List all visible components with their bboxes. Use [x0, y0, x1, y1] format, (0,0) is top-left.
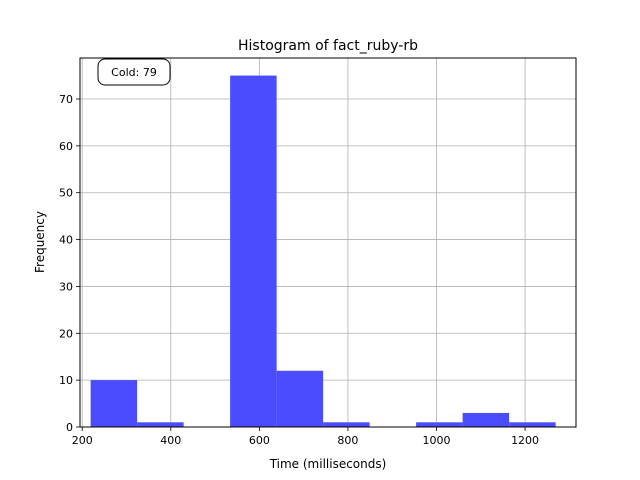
chart-title: Histogram of fact_ruby-rb — [238, 38, 418, 54]
histogram-bar — [90, 380, 138, 427]
y-tick-label: 0 — [66, 421, 73, 434]
x-tick-label: 400 — [160, 434, 181, 447]
y-tick-label: 70 — [59, 93, 73, 106]
y-axis-label: Frequency — [33, 211, 47, 273]
x-tick-label: 200 — [72, 434, 93, 447]
y-tick-label: 40 — [59, 234, 73, 247]
y-tick-label: 10 — [59, 374, 73, 387]
x-tick-label: 600 — [249, 434, 270, 447]
histogram-bar — [509, 422, 556, 427]
x-axis-ticks: 200 400 600 800 1000 1200 — [72, 427, 539, 447]
histogram-bars — [90, 75, 556, 428]
y-tick-label: 30 — [59, 280, 73, 293]
x-tick-label: 800 — [337, 434, 358, 447]
histogram-bar — [276, 370, 324, 427]
annotation-box: Cold: 79 — [97, 58, 171, 86]
plot-frame — [79, 57, 577, 428]
histogram-bar — [416, 422, 463, 427]
y-tick-label: 50 — [59, 187, 73, 200]
histogram-bar — [230, 75, 277, 428]
y-axis-ticks: 0 10 20 30 40 50 60 70 — [59, 93, 80, 434]
histogram-bar — [323, 422, 370, 427]
y-tick-label: 20 — [59, 327, 73, 340]
y-tick-label: 60 — [59, 140, 73, 153]
x-tick-label: 1200 — [511, 434, 539, 447]
histogram-bar — [462, 412, 510, 427]
histogram-bar — [137, 422, 184, 427]
grid-lines — [80, 58, 576, 428]
annotation-frame — [97, 58, 171, 86]
x-axis-label: Time (milliseconds) — [269, 457, 387, 471]
annotation-text: Cold: 79 — [111, 66, 157, 79]
x-tick-label: 1000 — [423, 434, 451, 447]
